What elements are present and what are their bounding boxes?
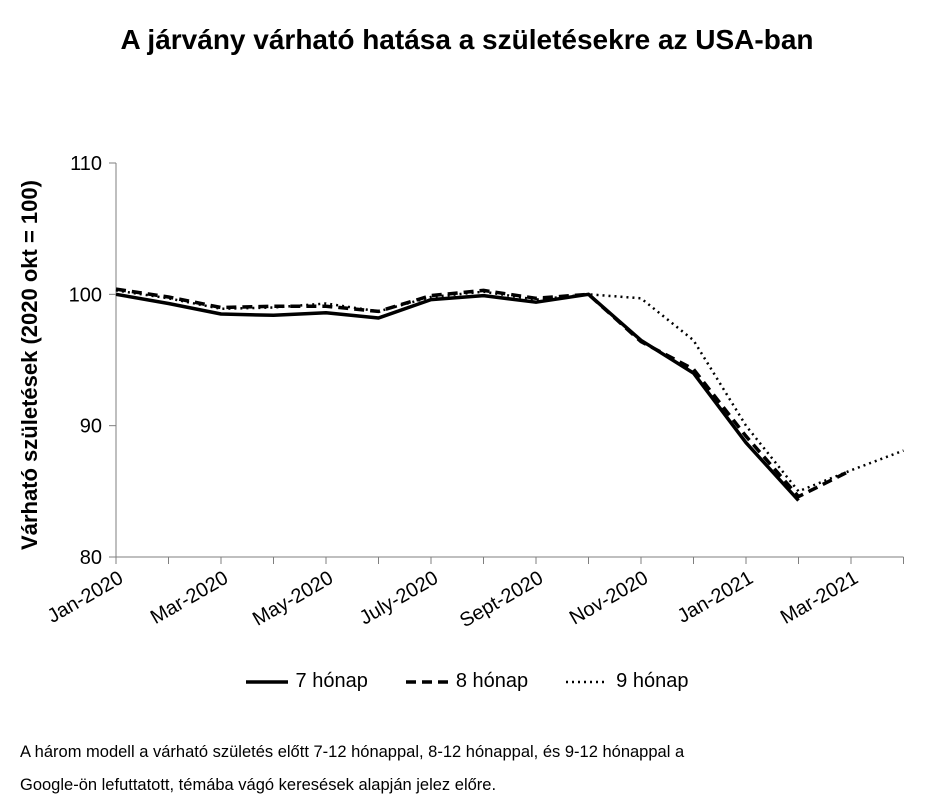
caption-line-2: Google-ön lefuttatott, témába vágó keres…: [20, 776, 497, 794]
series-line-3: [115, 289, 904, 493]
x-tick-label: Jan-2020: [44, 567, 127, 628]
x-tick-label: Nov-2020: [566, 567, 652, 629]
legend-item-9: 9 hónap: [566, 670, 688, 693]
x-tick-label: Sept-2020: [456, 567, 547, 632]
legend-line-solid-icon: [245, 679, 288, 684]
x-tick-label: May-2020: [249, 567, 337, 631]
axes: 80 90 100 110 Jan-2020 Mar-2020 May-2020 July-2…: [44, 153, 904, 632]
legend-item-7: 7 hónap: [245, 670, 368, 693]
caption: A három modell a várható születés előtt …: [20, 736, 920, 802]
line-chart: 80 90 100 110 Jan-2020 Mar-2020 May-2020 July-2…: [44, 153, 904, 632]
y-tick-label: 80: [80, 547, 102, 569]
legend-label-9: 9 hónap: [616, 670, 689, 692]
x-tick-label: Mar-2021: [777, 567, 862, 629]
legend-label-7: 7 hónap: [295, 670, 368, 692]
series-line-1: [115, 292, 800, 502]
y-tick-label: 100: [69, 284, 102, 306]
series-lines: [115, 287, 904, 502]
chart-title: A járvány várható hatása a születésekre …: [120, 24, 814, 55]
caption-line-1: A három modell a várható születés előtt …: [20, 743, 685, 761]
y-tick-label: 90: [80, 416, 102, 438]
legend-line-dotted-icon: [566, 680, 609, 683]
legend-label-8: 8 hónap: [455, 670, 529, 692]
x-tick-label: Mar-2020: [147, 567, 232, 629]
x-tick-label: Jan-2021: [674, 567, 757, 628]
x-tick-label: July-2020: [356, 567, 442, 629]
series-line-2: [115, 287, 852, 499]
legend-item-8: 8 hónap: [405, 670, 529, 693]
legend-line-dashed-icon: [405, 679, 448, 684]
y-tick-label: 110: [70, 153, 102, 175]
legend: 7 hónap 8 hónap 9 hónap: [0, 670, 934, 693]
